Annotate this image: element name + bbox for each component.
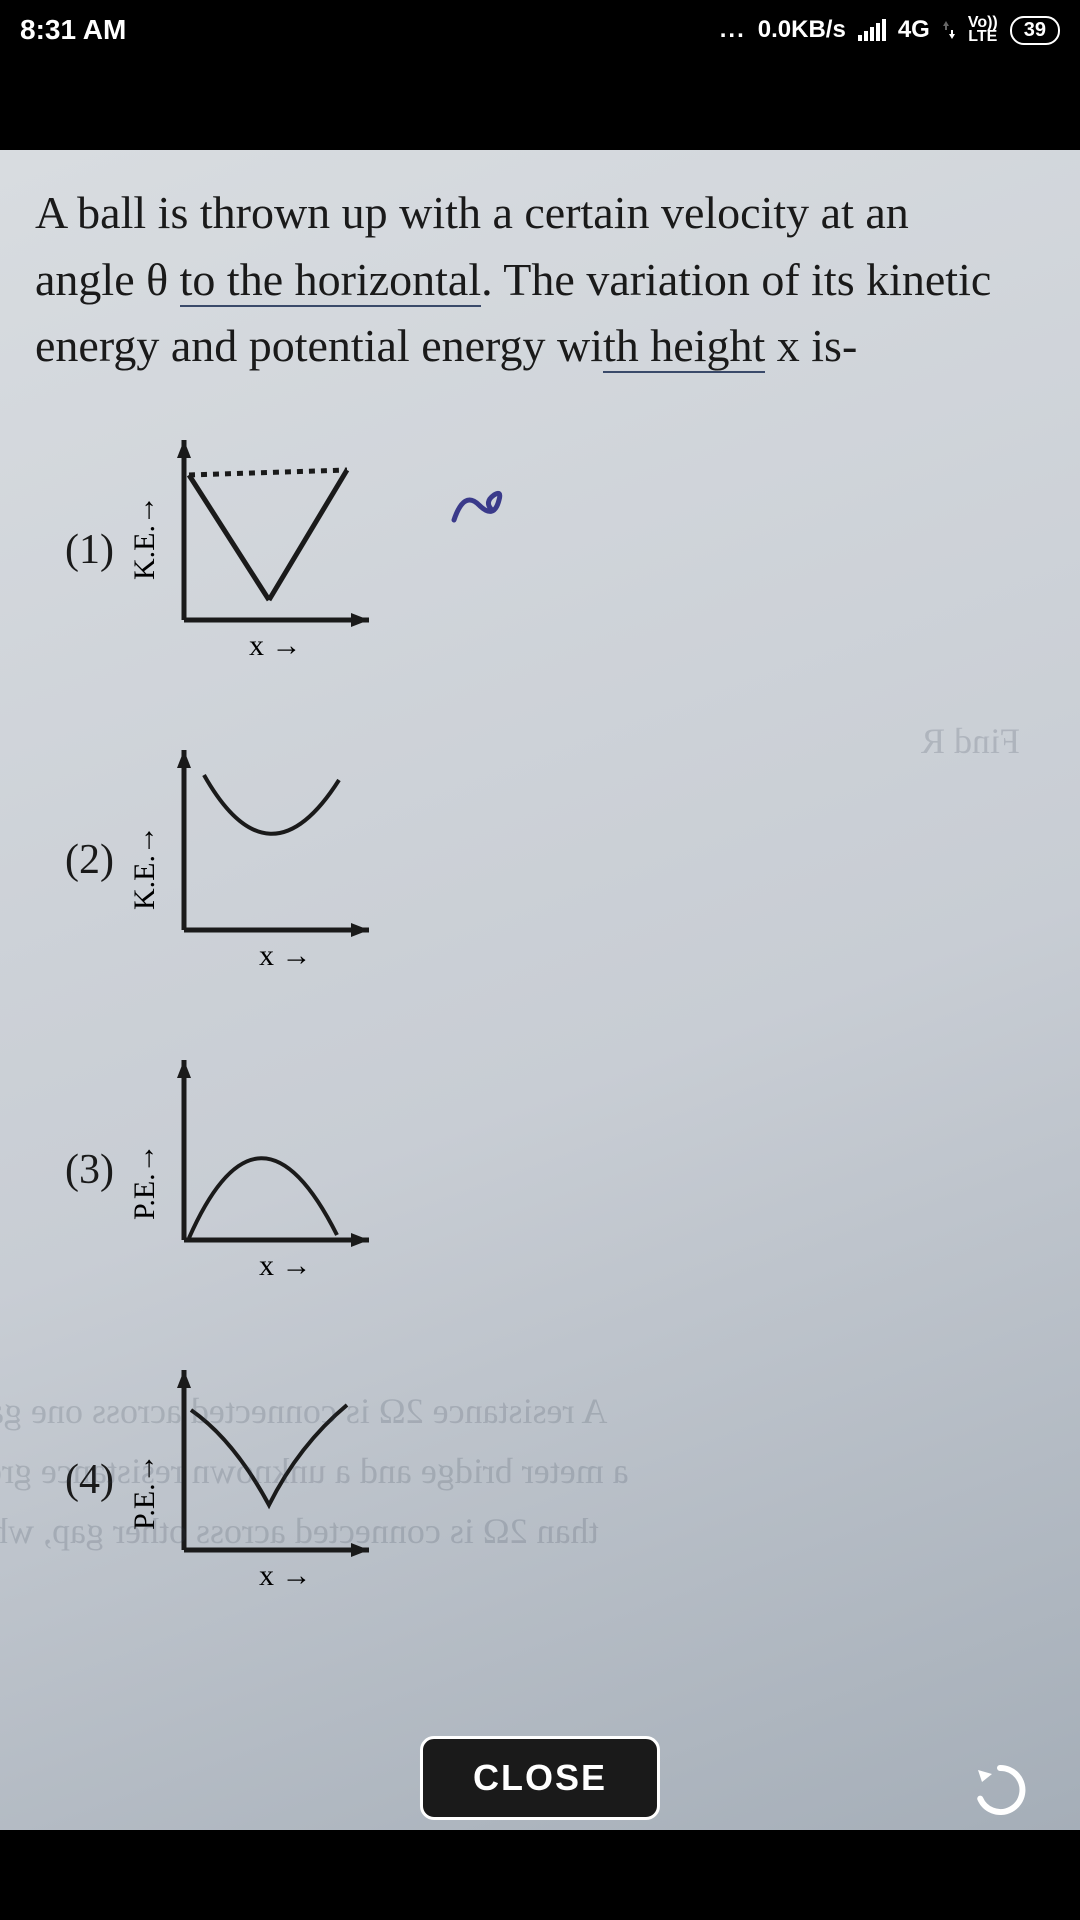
option-1: (1) K.E.→ x → xyxy=(65,420,1045,660)
document-page: A ball is thrown up with a certain veloc… xyxy=(0,150,1080,1830)
svg-text:K.E.→: K.E.→ xyxy=(129,495,161,580)
svg-text:x →: x → xyxy=(259,939,312,970)
status-right: ... 0.0KB/s 4G Vo)) LTE 39 xyxy=(720,16,1060,45)
close-button[interactable]: CLOSE xyxy=(420,1736,660,1820)
option-number: (1) xyxy=(65,526,114,574)
bleed-text: Find R xyxy=(921,720,1020,762)
net-speed: 0.0KB/s xyxy=(758,16,846,44)
battery-badge: 39 xyxy=(1010,16,1060,45)
clock: 8:31 AM xyxy=(20,14,126,46)
graph-3: P.E.→ x → xyxy=(129,1040,389,1280)
more-icon: ... xyxy=(720,16,746,44)
svg-text:x →: x → xyxy=(249,629,302,660)
pen-scribble-icon xyxy=(444,480,524,540)
rotate-icon[interactable] xyxy=(970,1760,1030,1820)
graph-1: K.E.→ x → xyxy=(129,420,389,660)
signal-icon xyxy=(858,19,886,41)
data-arrows-icon xyxy=(942,19,956,41)
option-2: (2) K.E.→ x → xyxy=(65,730,1045,970)
svg-text:x →: x → xyxy=(259,1559,312,1590)
volte-icon: Vo)) LTE xyxy=(968,16,998,45)
option-3: (3) P.E.→ x → xyxy=(65,1040,1045,1280)
bleed-text: than 2Ω is connected across other gap, w… xyxy=(0,1510,599,1552)
bleed-text: a meter bridge and a unknown resistance … xyxy=(0,1450,629,1492)
status-bar: 8:31 AM ... 0.0KB/s 4G Vo)) LTE 39 xyxy=(0,0,1080,60)
graph-2: K.E.→ x → xyxy=(129,730,389,970)
svg-text:P.E.→: P.E.→ xyxy=(129,1143,161,1220)
option-number: (3) xyxy=(65,1146,114,1194)
bleed-text: A resistance 2Ω is connected across one … xyxy=(0,1390,608,1432)
net-type: 4G xyxy=(898,16,930,44)
svg-text:K.E.→: K.E.→ xyxy=(129,825,161,910)
question-text: A ball is thrown up with a certain veloc… xyxy=(35,180,1045,380)
svg-text:x →: x → xyxy=(259,1249,312,1280)
option-number: (2) xyxy=(65,836,114,884)
